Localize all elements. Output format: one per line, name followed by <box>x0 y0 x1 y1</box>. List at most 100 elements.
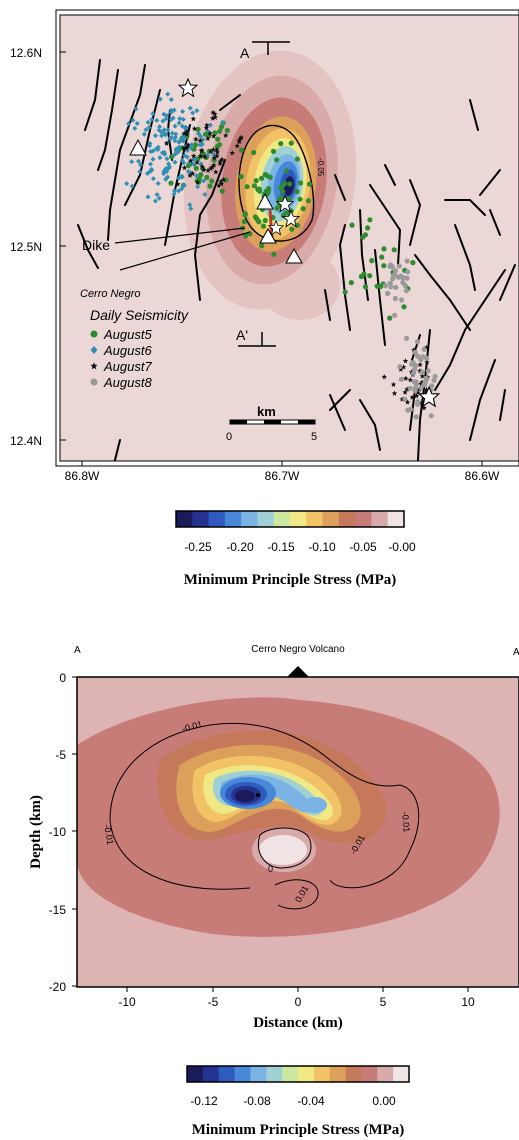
seismic-event-marker <box>180 116 186 122</box>
colorbar-swatch <box>377 1066 394 1082</box>
x-tick-label: -10 <box>118 995 136 1009</box>
colorbar-swatch <box>282 1066 299 1082</box>
seismic-event-marker <box>130 117 136 123</box>
seismic-event-marker <box>421 382 427 388</box>
seismic-event-marker <box>202 192 208 198</box>
cross-section: A A Cerro Negro Volcano <box>28 644 519 1031</box>
seismic-event-marker <box>170 115 176 121</box>
seismic-event-marker <box>415 353 421 359</box>
colorbar-swatch <box>361 1066 378 1082</box>
seismic-event-marker <box>183 124 189 130</box>
colorbar-swatch <box>355 511 373 527</box>
section-contours <box>109 722 420 910</box>
seismic-event-marker <box>160 118 166 124</box>
seismic-event-marker <box>214 144 220 150</box>
seismic-event-marker <box>156 195 162 201</box>
seismic-event-marker <box>419 369 425 375</box>
seismic-event-marker <box>259 175 265 181</box>
seismic-event-marker <box>238 174 244 180</box>
scale-bar: km 0 5 <box>226 404 317 443</box>
seismic-event-marker <box>260 223 267 229</box>
seismic-event-marker <box>155 147 161 153</box>
seismic-event-marker <box>187 202 193 208</box>
colorbar-swatch <box>218 1066 236 1082</box>
seismic-event-marker <box>193 173 199 179</box>
seismic-event-marker <box>194 108 200 114</box>
seismic-event-marker <box>367 217 373 223</box>
seismic-event-marker <box>414 339 421 345</box>
epicenter-map: -0.05 <box>10 9 519 483</box>
lon-label: 86.7W <box>265 469 300 483</box>
seismic-event-marker <box>201 178 207 184</box>
seismic-event-marker <box>192 142 199 148</box>
colorbar-tick: -0.10 <box>308 540 336 554</box>
seismic-event-marker <box>196 130 202 136</box>
seismic-event-marker <box>154 117 160 123</box>
legend-item-august8: August8 <box>103 375 152 390</box>
seismic-event-marker <box>224 127 230 134</box>
seismic-event-marker <box>428 413 434 419</box>
seismic-event-marker <box>171 188 177 194</box>
colorbar-tick: -0.15 <box>267 540 295 554</box>
colorbar-title: Minimum Principle Stress (MPa) <box>192 1122 405 1138</box>
colorbar-swatch <box>224 511 242 527</box>
seismic-event-marker <box>398 376 404 382</box>
x-tick-label: 5 <box>380 995 387 1009</box>
volcano-triangle-icon <box>129 138 147 156</box>
seismic-event-marker <box>168 109 174 115</box>
seismic-event-marker <box>200 137 206 143</box>
seismic-event-marker <box>283 168 290 174</box>
seismic-event-marker <box>157 124 163 130</box>
seismic-event-marker <box>420 354 426 360</box>
seismic-event-marker <box>287 181 293 187</box>
seismic-event-marker <box>138 162 144 168</box>
seismic-event-marker <box>150 156 156 162</box>
seismic-event-marker <box>399 297 405 303</box>
section-stress-field <box>77 677 519 987</box>
colorbar-tick: -0.25 <box>184 540 212 554</box>
seismic-event-marker <box>195 184 201 190</box>
seismic-event-marker <box>381 246 387 252</box>
seismic-event-marker <box>244 184 250 190</box>
seismic-event-marker <box>267 174 273 180</box>
y-tick-label: 0 <box>59 671 66 685</box>
cerro-negro-label: Cerro Negro <box>80 288 141 300</box>
y-tick-label: -10 <box>49 825 67 839</box>
seismic-event-marker <box>395 274 401 280</box>
seismic-event-marker <box>165 91 171 97</box>
seismic-event-marker <box>132 125 138 131</box>
seismic-event-marker <box>156 127 162 133</box>
seismic-event-marker <box>161 127 167 133</box>
seismic-event-marker <box>306 181 313 187</box>
seismic-event-marker <box>252 214 258 220</box>
colorbar-swatch <box>345 1066 363 1082</box>
seismic-event-marker <box>191 161 197 167</box>
seismic-event-marker <box>392 268 399 274</box>
seismic-event-marker <box>270 148 277 154</box>
seismic-event-marker <box>165 127 171 133</box>
seismic-event-marker <box>242 212 248 218</box>
volcano-triangle-icon <box>256 192 274 210</box>
seismic-event-marker <box>392 295 398 302</box>
seismic-event-marker <box>145 119 151 125</box>
seismic-event-marker <box>164 156 170 162</box>
lon-label: 86.8W <box>65 469 100 483</box>
seismic-event-marker <box>243 233 249 239</box>
seismic-event-marker <box>179 186 185 192</box>
seismic-event-marker <box>154 192 160 198</box>
seismic-event-marker <box>146 125 152 131</box>
seismic-event-marker <box>217 128 223 134</box>
seismic-event-marker <box>129 159 135 165</box>
volcano-marker-icon <box>286 666 310 678</box>
seismic-event-marker <box>423 375 429 381</box>
legend-diamond-icon <box>90 346 98 354</box>
colorbar-swatch <box>393 1066 410 1082</box>
map-ticks <box>60 51 483 466</box>
seismic-event-marker <box>393 284 399 290</box>
seismic-event-marker <box>171 191 177 197</box>
lon-label: 86.6W <box>465 469 500 483</box>
scale-start: 0 <box>226 431 232 443</box>
seismic-event-marker <box>149 117 155 123</box>
x-tick-label: 10 <box>461 995 475 1009</box>
seismic-event-marker <box>403 335 410 341</box>
